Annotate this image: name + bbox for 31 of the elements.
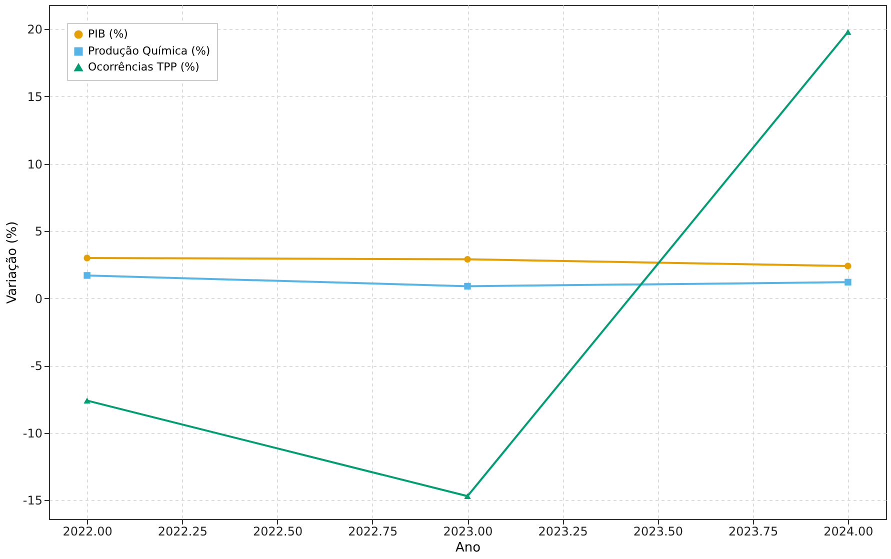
legend-label: Produção Química (%) (88, 44, 210, 58)
y-tick-label: -15 (22, 494, 42, 508)
legend-label: Ocorrências TPP (%) (88, 60, 200, 74)
y-tick-label: 0 (34, 292, 42, 306)
x-tick-label: 2022.75 (348, 524, 398, 538)
legend-label: PIB (%) (88, 28, 128, 40)
point (84, 272, 90, 279)
point (84, 398, 90, 404)
x-tick-label: 2023.75 (728, 524, 778, 538)
point (464, 282, 471, 290)
point (844, 262, 852, 270)
y-axis-title: Variação (%) (4, 221, 20, 304)
point (464, 493, 471, 500)
x-tick-label: 2023.50 (633, 524, 684, 538)
y-tick-label: -10 (22, 426, 42, 440)
x-tick-label: 2022.25 (158, 524, 208, 538)
y-tick-label: -5 (30, 359, 42, 374)
x-tick-label: 2023.00 (443, 524, 493, 538)
y-tick-label: 20 (27, 22, 42, 37)
x-axis-title: Ano (455, 540, 481, 556)
point (464, 256, 471, 263)
x-tick-label: 2023.25 (538, 524, 588, 538)
y-tick-label: 10 (27, 157, 42, 172)
x-tick-label: 2024.00 (824, 524, 874, 538)
x-tick-label: 2022.50 (252, 524, 303, 538)
point (84, 254, 90, 262)
point (844, 29, 852, 35)
y-tick-label: 5 (34, 224, 42, 239)
point (844, 278, 852, 286)
y-tick-label: 15 (27, 90, 42, 104)
x-tick-label: 2022.00 (62, 524, 112, 538)
